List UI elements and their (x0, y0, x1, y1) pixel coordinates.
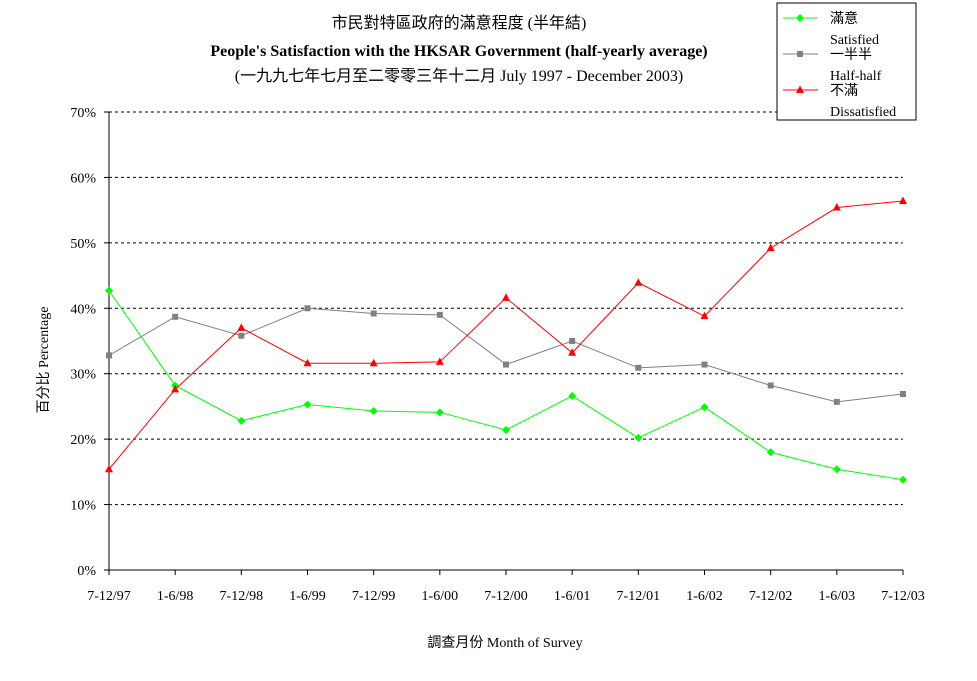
data-point (106, 352, 112, 359)
y-tick-label: 50% (70, 237, 96, 252)
x-tick-label: 7-12/03 (881, 589, 925, 604)
x-tick-label: 1-6/00 (422, 589, 459, 604)
data-point (503, 361, 509, 368)
chart-title-english: People's Satisfaction with the HKSAR Gov… (210, 43, 707, 60)
series-layer (105, 196, 907, 484)
data-point (171, 384, 180, 393)
data-point (172, 313, 179, 320)
y-tick-label: 60% (70, 171, 96, 186)
data-point (899, 475, 907, 484)
data-point (899, 196, 907, 204)
legend-swatch-marker (796, 14, 804, 22)
data-point (700, 311, 709, 320)
data-point (634, 433, 643, 442)
data-point (237, 416, 246, 425)
data-point (767, 382, 774, 389)
data-point (569, 338, 576, 344)
data-point (832, 465, 841, 474)
data-point (369, 407, 378, 416)
chart-title-chinese: 市民對特區政府的滿意程度 (半年結) (332, 13, 587, 32)
x-tick-label: 1-6/01 (554, 589, 591, 604)
x-tick-label: 7-12/99 (352, 589, 396, 604)
legend-item: 滿意 Satisfied (783, 10, 879, 48)
legend-label-en: Half-half (830, 69, 882, 84)
data-point (369, 358, 378, 367)
x-tick-label: 1-6/03 (819, 589, 856, 604)
data-point (701, 361, 708, 368)
data-point (766, 243, 775, 252)
y-tick-label: 40% (70, 302, 96, 317)
data-point (900, 390, 906, 397)
x-tick-label: 1-6/02 (686, 589, 723, 604)
y-axis-title: 百分比 Percentage (36, 307, 52, 414)
legend-swatch-marker (797, 51, 803, 57)
data-point (634, 278, 643, 286)
data-point (568, 348, 577, 356)
data-point (304, 305, 311, 312)
x-tick-label: 1-6/98 (157, 589, 194, 604)
legend-label: 滿意 (830, 10, 858, 27)
data-point (502, 293, 510, 301)
legend-item: 不滿 Dissatisfied (783, 83, 896, 120)
gridlines (109, 111, 903, 506)
data-point (238, 332, 245, 339)
data-point (303, 400, 312, 409)
series-half-half (106, 305, 906, 405)
y-axis-ticks: 0% 10% 20% 30% 40% 50% 60% 70% (70, 106, 109, 579)
y-tick-label: 30% (70, 368, 96, 383)
y-tick-label: 10% (70, 499, 96, 514)
x-axis-title: 調查月份 Month of Survey (427, 635, 582, 651)
data-point (436, 311, 443, 318)
legend-swatch-marker (796, 85, 804, 93)
data-point (105, 286, 113, 295)
series-line (108, 290, 904, 481)
data-point (105, 464, 113, 473)
data-point (237, 323, 246, 331)
x-tick-label: 7-12/02 (749, 589, 793, 604)
data-point (832, 203, 841, 211)
data-point (370, 310, 377, 317)
legend-label: 一半半 (830, 47, 872, 63)
x-tick-label: 7-12/00 (484, 589, 528, 604)
data-point (766, 448, 775, 457)
data-point (303, 358, 312, 367)
data-point (435, 357, 444, 365)
data-point (435, 408, 444, 417)
legend-label-en: Satisfied (830, 33, 879, 48)
x-tick-label: 1-6/99 (289, 589, 326, 604)
legend-label: 不滿 (830, 83, 858, 99)
legend-label-en: Dissatisfied (830, 105, 896, 120)
data-point (700, 403, 709, 412)
y-tick-label: 70% (70, 106, 96, 121)
x-axis-ticks: 7-12/97 1-6/98 7-12/98 1-6/99 7-12/99 1-6/00 7… (87, 570, 925, 604)
x-tick-label: 7-12/98 (220, 589, 264, 604)
chart-subtitle: (一九九七年七月至二零零三年十二月 July 1997 - December 2… (235, 67, 683, 85)
legend-item: 一半半 Half-half (783, 47, 882, 84)
series-dissatisfied (105, 196, 907, 473)
x-tick-label: 7-12/01 (617, 589, 661, 604)
y-tick-label: 0% (77, 564, 96, 579)
y-tick-label: 20% (70, 433, 96, 448)
x-tick-label: 7-12/97 (87, 589, 131, 604)
data-point (833, 398, 840, 405)
data-point (635, 364, 642, 371)
series-satisfied (105, 286, 907, 484)
data-point (568, 391, 577, 400)
legend-box (776, 2, 917, 121)
series-line (108, 307, 904, 403)
data-point (502, 425, 510, 434)
